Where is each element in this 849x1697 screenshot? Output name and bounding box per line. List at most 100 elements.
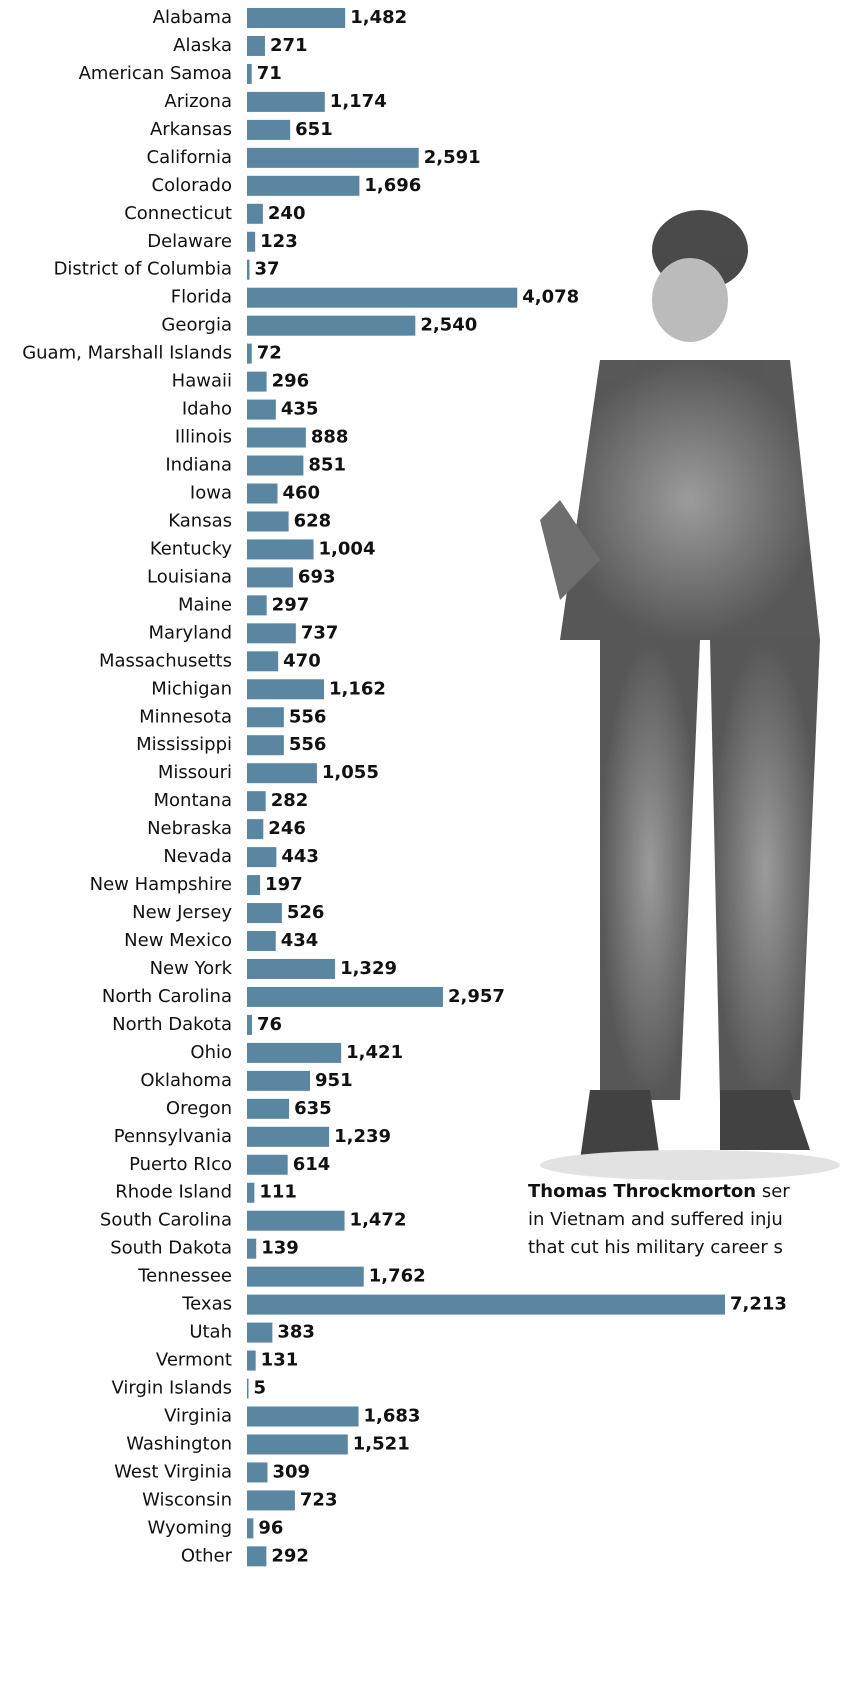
bar (247, 567, 293, 588)
value-label: 723 (300, 1489, 338, 1510)
y-tick-label: West Virginia (114, 1461, 232, 1482)
value-label: 460 (282, 482, 320, 503)
bar (247, 707, 284, 728)
bar (247, 371, 267, 392)
y-tick-label: Utah (189, 1322, 232, 1343)
bar (247, 651, 279, 672)
value-label: 297 (272, 594, 310, 615)
y-tick-label: Alabama (153, 7, 232, 28)
y-tick-label: Nevada (163, 846, 232, 867)
y-tick-label: New Jersey (132, 902, 232, 923)
bar (247, 1182, 255, 1203)
value-label: 1,239 (334, 1126, 391, 1147)
bar (247, 147, 419, 168)
bar (247, 1014, 253, 1035)
bar (247, 175, 360, 196)
bar (247, 986, 443, 1007)
bar (247, 91, 325, 112)
bar (247, 595, 267, 616)
y-tick-label: Idaho (182, 399, 232, 420)
y-tick-label: Kentucky (150, 538, 233, 559)
value-label: 296 (272, 371, 310, 392)
value-label: 123 (260, 231, 298, 252)
value-label: 7,213 (730, 1294, 787, 1315)
y-tick-label: Arkansas (150, 119, 232, 140)
bar (247, 1042, 342, 1063)
bar (247, 819, 264, 840)
bar (247, 63, 252, 84)
y-tick-label: Connecticut (124, 203, 232, 224)
bar (247, 455, 304, 476)
y-tick-label: North Carolina (102, 986, 232, 1007)
bar (247, 958, 336, 979)
bar (247, 343, 252, 364)
bar (247, 679, 325, 700)
caption-line: that cut his military career s (528, 1237, 783, 1258)
bar (247, 1462, 268, 1483)
value-label: 470 (283, 650, 321, 671)
bar (247, 903, 282, 924)
y-tick-label: Illinois (175, 427, 232, 448)
y-tick-label: South Carolina (100, 1210, 232, 1231)
y-tick-label: District of Columbia (54, 259, 232, 280)
y-tick-label: Georgia (161, 315, 232, 336)
bar (247, 119, 291, 140)
y-tick-label: Massachusetts (99, 650, 232, 671)
value-label: 2,957 (448, 986, 505, 1007)
value-label: 111 (259, 1182, 297, 1203)
value-label: 651 (295, 119, 333, 140)
y-tick-label: Tennessee (137, 1266, 232, 1287)
value-label: 737 (301, 622, 339, 643)
bar (247, 791, 266, 812)
caption-name: Thomas Throckmorton (528, 1181, 756, 1202)
value-label: 556 (289, 734, 327, 755)
bar (247, 1126, 330, 1147)
value-label: 614 (293, 1154, 331, 1175)
y-tick-label: Mississippi (136, 734, 232, 755)
y-tick-label: Iowa (190, 482, 232, 503)
y-tick-label: Puerto RIco (129, 1154, 232, 1175)
bar (247, 1350, 256, 1371)
y-tick-label: Florida (171, 287, 232, 308)
value-label: 240 (268, 203, 306, 224)
value-label: 309 (272, 1461, 310, 1482)
bar (247, 399, 276, 420)
value-label: 434 (281, 930, 319, 951)
bar (247, 875, 261, 896)
y-tick-label: Hawaii (172, 371, 232, 392)
y-tick-label: Indiana (165, 455, 232, 476)
bar (247, 483, 278, 504)
value-label: 1,472 (350, 1210, 407, 1231)
bar (247, 1322, 273, 1343)
value-label: 139 (261, 1238, 299, 1259)
y-tick-label: Other (181, 1545, 233, 1566)
bar (247, 1434, 348, 1455)
y-tick-label: California (147, 147, 232, 168)
y-tick-label: Colorado (152, 175, 232, 196)
value-label: 1,683 (364, 1406, 421, 1427)
bar (247, 1546, 267, 1567)
value-label: 1,696 (364, 175, 421, 196)
y-tick-label: Oregon (166, 1098, 232, 1119)
value-label: 5 (254, 1378, 267, 1399)
value-label: 4,078 (522, 287, 579, 308)
value-label: 556 (289, 706, 327, 727)
bar (247, 287, 518, 308)
y-tick-label: Minnesota (139, 706, 232, 727)
bar (247, 1490, 295, 1511)
bar (247, 1238, 257, 1259)
caption-line: in Vietnam and suffered inju (528, 1209, 783, 1230)
y-tick-label: Washington (126, 1433, 232, 1454)
value-label: 435 (281, 399, 319, 420)
bar (247, 931, 276, 952)
y-tick-label: Missouri (158, 762, 232, 783)
bar (247, 8, 346, 28)
value-label: 2,591 (424, 147, 481, 168)
y-tick-label: New Hampshire (90, 874, 232, 895)
y-tick-label: Guam, Marshall Islands (22, 343, 232, 364)
value-label: 1,521 (353, 1433, 410, 1454)
value-label: 96 (258, 1517, 283, 1538)
value-label: 271 (270, 35, 308, 56)
value-label: 1,482 (350, 7, 407, 28)
